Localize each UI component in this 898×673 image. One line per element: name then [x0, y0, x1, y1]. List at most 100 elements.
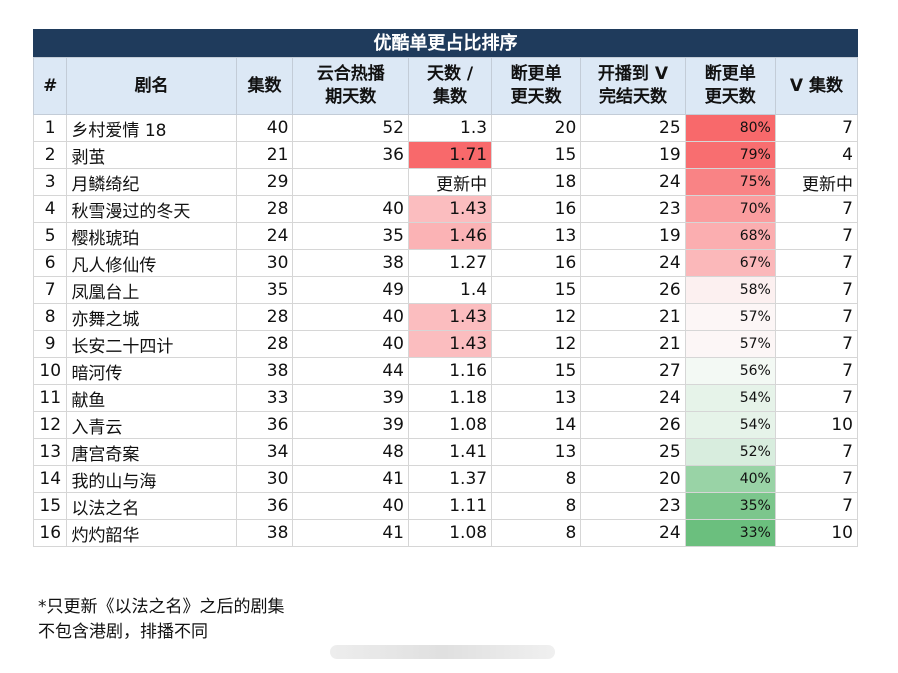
table-row: 3 月鳞绮纪 29 更新中 18 24 75% 更新中 — [32, 168, 859, 196]
cell-tov: 23 — [580, 195, 686, 223]
cell-ratio: 1.41 — [407, 438, 493, 466]
cell-days: 36 — [292, 141, 409, 169]
table-row: 16 灼灼韶华 38 41 1.08 8 24 33% 10 — [32, 519, 859, 547]
table-title: 优酷单更占比排序 — [33, 29, 858, 57]
cell-idx: 5 — [32, 222, 68, 250]
header-cell: 开播到 V 完结天数 — [580, 57, 686, 115]
table-row: 4 秋雪漫过的冬天 28 40 1.43 16 23 70% 7 — [32, 195, 859, 223]
cell-pct: 67% — [684, 249, 776, 277]
data-table: # 剧名 集数 云合热播 期天数 天数 / 集数 断更单 更天数 开播到 V 完结天数 … — [32, 57, 859, 547]
cell-idx: 16 — [32, 519, 68, 547]
cell-pct: 58% — [684, 276, 776, 304]
cell-gap: 15 — [491, 357, 582, 385]
cell-ratio: 1.71 — [407, 141, 493, 169]
cell-v: 4 — [774, 141, 859, 169]
cell-eps: 40 — [235, 114, 294, 142]
cell-v: 7 — [774, 222, 859, 250]
cell-gap: 15 — [491, 141, 582, 169]
cell-name: 长安二十四计 — [66, 330, 237, 358]
header-cell: 集数 — [235, 57, 294, 115]
header-cell: # — [32, 57, 68, 115]
cell-tov: 24 — [580, 249, 686, 277]
cell-name: 凤凰台上 — [66, 276, 237, 304]
header-cell: 断更单 更天数 — [491, 57, 582, 115]
cell-tov: 20 — [580, 465, 686, 493]
cell-v: 更新中 — [774, 168, 859, 196]
ranking-sheet: 优酷单更占比排序 # 剧名 集数 云合热播 期天数 天数 / 集数 断更单 更天数 开… — [32, 29, 859, 547]
table-row: 1 乡村爱情 18 40 52 1.3 20 25 80% 7 — [32, 114, 859, 142]
cell-pct: 35% — [684, 492, 776, 520]
cell-eps: 28 — [235, 330, 294, 358]
cell-v: 7 — [774, 438, 859, 466]
footnotes: *只更新《以法之名》之后的剧集 不包含港剧，排播不同 — [38, 595, 285, 645]
cell-v: 7 — [774, 195, 859, 223]
cell-gap: 16 — [491, 195, 582, 223]
cell-days: 41 — [292, 519, 409, 547]
cell-pct: 52% — [684, 438, 776, 466]
cell-ratio: 1.08 — [407, 411, 493, 439]
cell-idx: 1 — [32, 114, 68, 142]
cell-pct: 75% — [684, 168, 776, 196]
cell-eps: 28 — [235, 303, 294, 331]
cell-idx: 2 — [32, 141, 68, 169]
cell-days: 40 — [292, 195, 409, 223]
cell-gap: 8 — [491, 465, 582, 493]
cell-ratio: 1.16 — [407, 357, 493, 385]
cell-days: 39 — [292, 411, 409, 439]
watermark — [330, 645, 555, 659]
table-row: 8 亦舞之城 28 40 1.43 12 21 57% 7 — [32, 303, 859, 331]
cell-idx: 4 — [32, 195, 68, 223]
header-cell: 云合热播 期天数 — [292, 57, 409, 115]
cell-days: 44 — [292, 357, 409, 385]
table-row: 6 凡人修仙传 30 38 1.27 16 24 67% 7 — [32, 249, 859, 277]
cell-ratio: 1.11 — [407, 492, 493, 520]
cell-name: 献鱼 — [66, 384, 237, 412]
header-cell: V 集数 — [774, 57, 859, 115]
table-row: 2 剥茧 21 36 1.71 15 19 79% 4 — [32, 141, 859, 169]
cell-tov: 21 — [580, 330, 686, 358]
cell-tov: 26 — [580, 276, 686, 304]
cell-gap: 12 — [491, 303, 582, 331]
cell-name: 亦舞之城 — [66, 303, 237, 331]
cell-name: 秋雪漫过的冬天 — [66, 195, 237, 223]
cell-idx: 10 — [32, 357, 68, 385]
cell-idx: 14 — [32, 465, 68, 493]
cell-tov: 24 — [580, 168, 686, 196]
cell-idx: 13 — [32, 438, 68, 466]
cell-idx: 9 — [32, 330, 68, 358]
cell-name: 以法之名 — [66, 492, 237, 520]
cell-days: 40 — [292, 330, 409, 358]
cell-gap: 8 — [491, 519, 582, 547]
footnote: 不包含港剧，排播不同 — [38, 622, 208, 642]
cell-name: 灼灼韶华 — [66, 519, 237, 547]
cell-gap: 13 — [491, 222, 582, 250]
cell-name: 乡村爱情 18 — [66, 114, 237, 142]
cell-pct: 70% — [684, 195, 776, 223]
header-cell: 断更单 更天数 — [684, 57, 776, 115]
header-cell: 天数 / 集数 — [407, 57, 493, 115]
cell-gap: 14 — [491, 411, 582, 439]
cell-ratio: 1.37 — [407, 465, 493, 493]
cell-days — [292, 168, 409, 196]
cell-name: 樱桃琥珀 — [66, 222, 237, 250]
footnote: *只更新《以法之名》之后的剧集 — [38, 597, 285, 617]
cell-tov: 19 — [580, 222, 686, 250]
cell-eps: 38 — [235, 357, 294, 385]
cell-ratio: 1.3 — [407, 114, 493, 142]
header-row: # 剧名 集数 云合热播 期天数 天数 / 集数 断更单 更天数 开播到 V 完结天数 … — [32, 57, 859, 115]
cell-v: 7 — [774, 492, 859, 520]
cell-gap: 20 — [491, 114, 582, 142]
cell-idx: 6 — [32, 249, 68, 277]
cell-pct: 33% — [684, 519, 776, 547]
cell-days: 40 — [292, 492, 409, 520]
cell-gap: 16 — [491, 249, 582, 277]
header-cell: 剧名 — [66, 57, 237, 115]
cell-ratio: 1.4 — [407, 276, 493, 304]
cell-v: 7 — [774, 330, 859, 358]
cell-tov: 24 — [580, 519, 686, 547]
cell-eps: 30 — [235, 249, 294, 277]
table-row: 7 凤凰台上 35 49 1.4 15 26 58% 7 — [32, 276, 859, 304]
table-row: 9 长安二十四计 28 40 1.43 12 21 57% 7 — [32, 330, 859, 358]
table-row: 11 献鱼 33 39 1.18 13 24 54% 7 — [32, 384, 859, 412]
cell-pct: 57% — [684, 330, 776, 358]
